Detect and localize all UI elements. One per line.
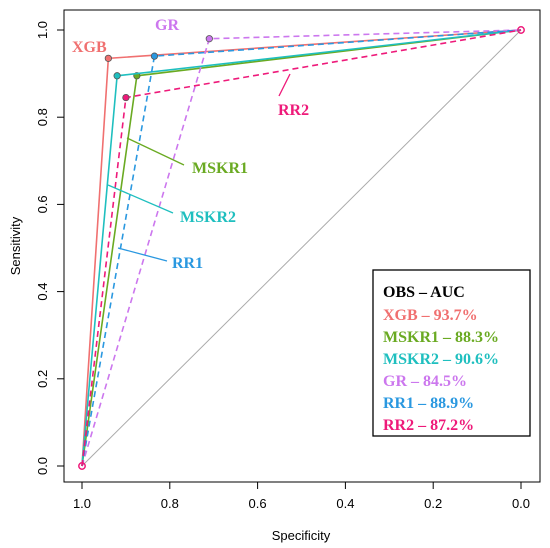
y-tick-label: 0.6 [35,195,50,213]
origin-point [78,462,86,470]
x-tick-label: 0.4 [336,496,354,511]
legend-entry: MSKR1 – 88.3% [383,329,499,346]
x-tick-label: 0.0 [512,496,530,511]
callout-leader-mskr2 [107,184,174,214]
series-point-rr2 [122,93,130,102]
diagonal-reference-line [81,29,522,467]
legend-box [372,269,531,437]
y-tick-label: 0.4 [35,283,50,301]
legend-entry: MSKR2 – 90.6% [383,351,499,368]
legend: OBS – AUC XGB – 93.7% MSKR1 – 88.3% MSKR2 … [372,269,531,437]
y-tick-label: 0.2 [35,370,50,388]
series-line-rr1 [81,29,522,467]
x-axis: 1.0 0.8 0.6 0.4 0.2 0.0 [73,481,530,511]
callout-leader-rr1 [117,247,168,262]
y-tick-label: 1.0 [35,21,50,39]
y-axis-title: Sensitivity [8,216,23,275]
series-point-rr1 [150,52,159,60]
callout-label-rr2: RR2 [278,102,309,119]
callout-leader-mskr1 [126,137,185,166]
x-axis-title: Specificity [272,528,331,543]
series-point-mskr2 [113,72,121,80]
callout-label-mskr1: MSKR1 [192,160,248,177]
x-tick-label: 0.8 [161,496,179,511]
callout-label-xgb: XGB [72,39,107,56]
legend-entry: XGB – 93.7% [383,307,478,324]
end-point [517,26,525,34]
y-tick-label: 0.8 [35,108,50,126]
series-point-xgb [104,54,112,62]
series-layer [78,26,525,470]
y-tick-label: 0.0 [35,457,50,475]
legend-title: OBS – AUC [383,284,465,301]
series-point-gr [205,35,213,43]
callout-layer: XGB GR RR2 MSKR1 MSKR2 RR1 [72,17,309,272]
x-tick-label: 0.6 [249,496,267,511]
x-tick-label: 0.2 [424,496,442,511]
legend-entry: GR – 84.5% [383,373,467,390]
callout-leader-rr2 [278,73,291,97]
legend-entry: RR2 – 87.2% [383,417,474,434]
callout-label-rr1: RR1 [172,255,203,272]
y-axis: 0.0 0.2 0.4 0.6 0.8 1.0 [35,21,65,475]
legend-entry: RR1 – 88.9% [383,395,474,412]
callout-label-mskr2: MSKR2 [180,209,236,226]
callout-label-gr: GR [155,17,179,34]
x-tick-label: 1.0 [73,496,91,511]
